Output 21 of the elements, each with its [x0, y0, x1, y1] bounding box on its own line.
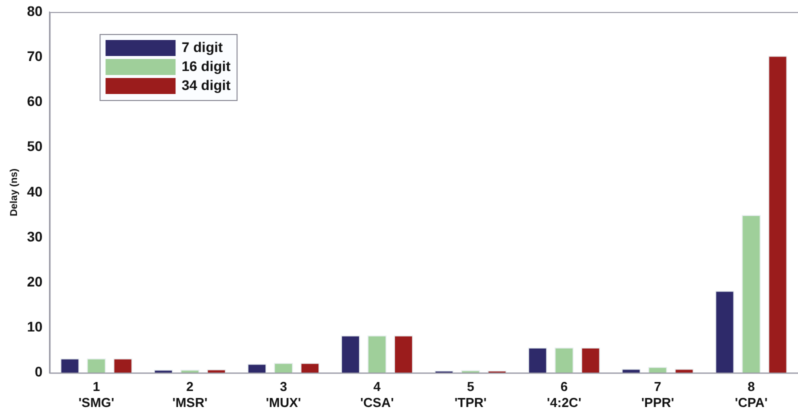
y-axis-title: Delay (ns) — [8, 168, 20, 216]
x-tick-label: 8 'CPA' — [734, 379, 768, 410]
y-tick-label: 30 — [26, 228, 43, 244]
y-tick-label: 70 — [26, 48, 43, 64]
x-tick-label: 7 'PPR' — [641, 379, 674, 410]
y-tick-label: 60 — [26, 93, 43, 110]
y-tick-label: 0 — [34, 364, 43, 380]
x-tick-label: 4 'CSA' — [360, 379, 394, 410]
y-tick-label: 50 — [26, 138, 43, 154]
x-tick-label: 5 'TPR' — [454, 379, 487, 410]
x-tick-label: 2 'MSR' — [172, 379, 208, 410]
legend-label: 7 digit — [182, 38, 224, 55]
x-tick-label: 1 'SMG' — [78, 379, 114, 410]
legend-label: 16 digit — [182, 58, 231, 74]
y-tick-label: 20 — [26, 273, 43, 290]
legend-label: 34 digit — [182, 76, 231, 93]
y-tick-label: 80 — [26, 2, 43, 19]
y-tick-label: 10 — [26, 318, 43, 335]
y-tick-label: 40 — [26, 183, 43, 200]
x-tick-label: 6 '4:2C' — [546, 379, 582, 410]
x-tick-label: 3 'MUX' — [266, 379, 301, 410]
